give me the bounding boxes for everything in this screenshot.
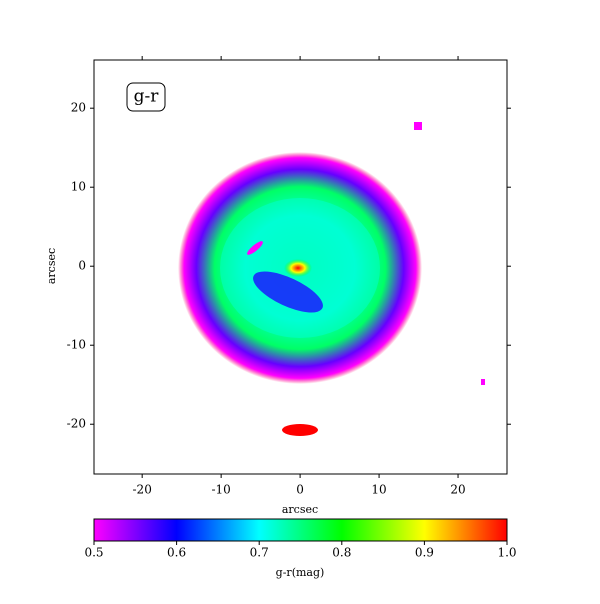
x-tick-label: -20 <box>133 483 152 497</box>
x-tick-label: 10 <box>371 483 386 497</box>
colorbar-label: g-r(mag) <box>276 566 325 579</box>
x-tick-label: 20 <box>450 483 465 497</box>
y-tick-label: 0 <box>78 259 86 273</box>
companion <box>282 424 318 436</box>
map-image <box>178 122 485 436</box>
x-axis-label: arcsec <box>282 503 318 516</box>
x-tick-label: 0 <box>296 483 304 497</box>
y-axis-label: arcsec <box>45 248 58 284</box>
colorbar-tick-label: 0.8 <box>332 546 351 560</box>
annotation-box <box>126 82 166 112</box>
speck <box>414 122 422 130</box>
y-tick-label: -10 <box>67 338 86 352</box>
y-tick-label: 10 <box>71 180 86 194</box>
magenta-knot <box>247 241 263 255</box>
core <box>284 259 312 277</box>
colorbar-tick-label: 0.6 <box>167 546 186 560</box>
annotation: g-r <box>134 87 160 107</box>
y-tick-label: -20 <box>67 417 86 431</box>
speck <box>481 379 485 385</box>
colorbar-tick-label: 0.9 <box>415 546 434 560</box>
x-tick-label: -10 <box>211 483 230 497</box>
colorbar-tick-label: 1.0 <box>497 546 516 560</box>
colorbar-tick-label: 0.5 <box>84 546 103 560</box>
blue-lane <box>253 271 323 313</box>
y-tick-label: 20 <box>71 101 86 115</box>
colorbar-tick-label: 0.7 <box>250 546 269 560</box>
colorbar <box>93 518 508 542</box>
